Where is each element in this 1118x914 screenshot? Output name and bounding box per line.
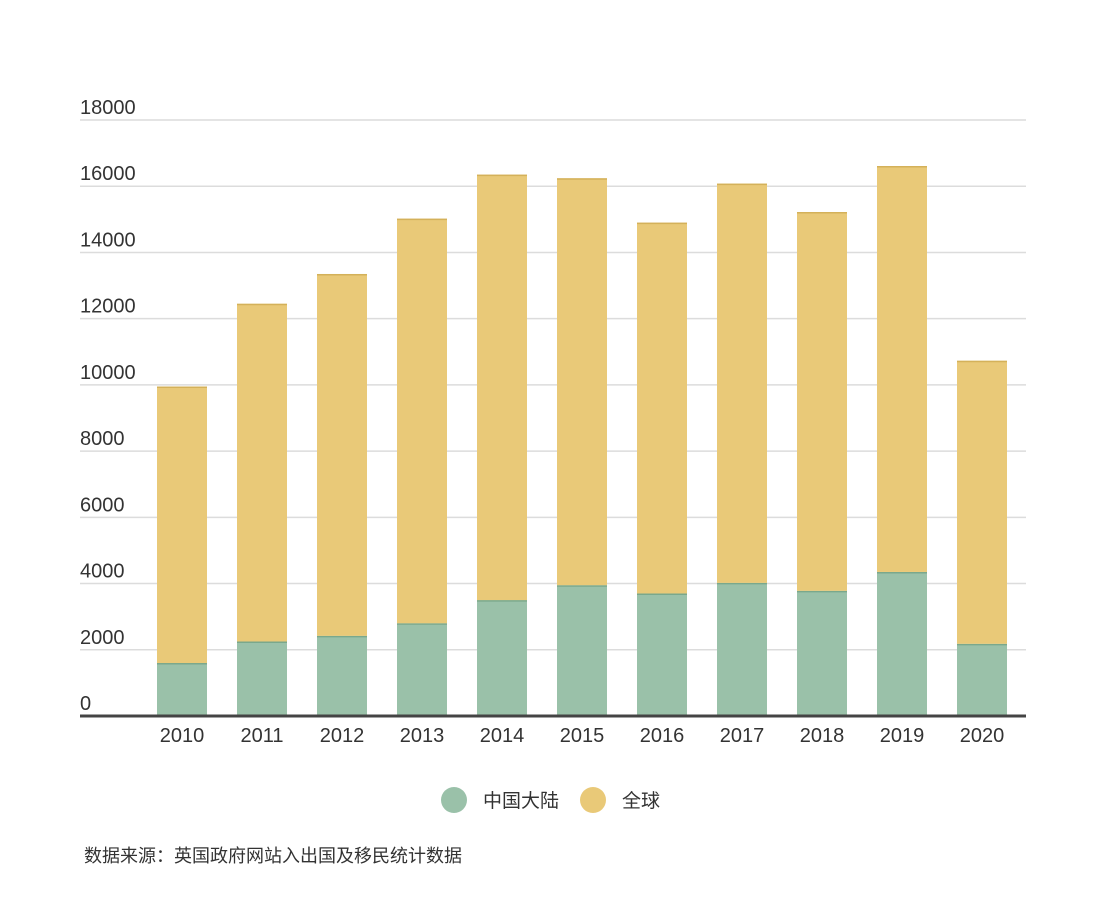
y-axis-ticks: 0 2000 4000 6000 8000 10000 12000 14000 16000 180… <box>80 97 136 715</box>
x-axis-ticks: 2010 2011 2012 2013 2014 2015 2016 2017 2018 2019… <box>160 725 1005 747</box>
bar-segment-china-mainland-2019 <box>877 571 927 716</box>
x-tick-label: 2015 <box>560 725 605 747</box>
legend-label-global: 全球 <box>622 790 660 812</box>
y-tick-label: 0 <box>80 693 91 715</box>
x-tick-label: 2012 <box>320 725 365 747</box>
y-tick-label: 16000 <box>80 163 136 185</box>
y-tick-label: 18000 <box>80 97 136 119</box>
bar-segment-global-2019 <box>877 166 927 572</box>
x-tick-label: 2016 <box>640 725 685 747</box>
bar-segment-china-mainland-2016 <box>637 593 687 716</box>
bar-segment-global-2020 <box>957 360 1007 644</box>
y-tick-label: 8000 <box>80 428 125 450</box>
bar-segment-global-2013 <box>397 218 447 624</box>
x-tick-label: 2013 <box>400 725 445 747</box>
x-tick-label: 2018 <box>800 725 845 747</box>
legend: 中国大陆 全球 <box>441 787 660 813</box>
y-tick-label: 4000 <box>80 561 125 583</box>
y-tick-label: 2000 <box>80 627 125 649</box>
bar-segment-global-2017 <box>717 183 767 583</box>
bar-segment-global-2014 <box>477 174 527 601</box>
bar-segment-china-mainland-2013 <box>397 623 447 716</box>
bar-segment-global-2018 <box>797 212 847 591</box>
x-tick-label: 2010 <box>160 725 205 747</box>
bar-segment-global-2015 <box>557 178 607 586</box>
y-tick-label: 10000 <box>80 362 136 384</box>
bar-segment-global-2010 <box>157 386 207 664</box>
legend-item-global: 全球 <box>580 787 660 813</box>
legend-label-china-mainland: 中国大陆 <box>483 790 559 812</box>
x-tick-label: 2017 <box>720 725 765 747</box>
bar-segment-global-2011 <box>237 303 287 642</box>
legend-swatch-china-mainland <box>441 787 467 813</box>
bar-segment-china-mainland-2014 <box>477 600 527 716</box>
bar-segment-china-mainland-2015 <box>557 585 607 716</box>
x-tick-label: 2014 <box>480 725 525 747</box>
y-tick-label: 6000 <box>80 494 125 516</box>
bar-segment-global-2012 <box>317 273 367 636</box>
bar-segment-china-mainland-2020 <box>957 643 1007 716</box>
x-tick-label: 2020 <box>960 725 1005 747</box>
y-tick-label: 12000 <box>80 296 136 318</box>
source-note: 数据来源：英国政府网站入出国及移民统计数据 <box>84 846 462 867</box>
bar-segment-china-mainland-2012 <box>317 635 367 716</box>
bar-segment-china-mainland-2018 <box>797 590 847 716</box>
legend-swatch-global <box>580 787 606 813</box>
y-tick-label: 14000 <box>80 229 136 251</box>
bar-segment-china-mainland-2010 <box>157 663 207 716</box>
bars <box>157 166 1007 716</box>
bar-segment-china-mainland-2011 <box>237 641 287 716</box>
legend-item-china-mainland: 中国大陆 <box>441 787 559 813</box>
bar-segment-china-mainland-2017 <box>717 582 767 716</box>
x-tick-label: 2011 <box>240 725 283 747</box>
bar-segment-global-2016 <box>637 222 687 594</box>
x-tick-label: 2019 <box>880 725 925 747</box>
